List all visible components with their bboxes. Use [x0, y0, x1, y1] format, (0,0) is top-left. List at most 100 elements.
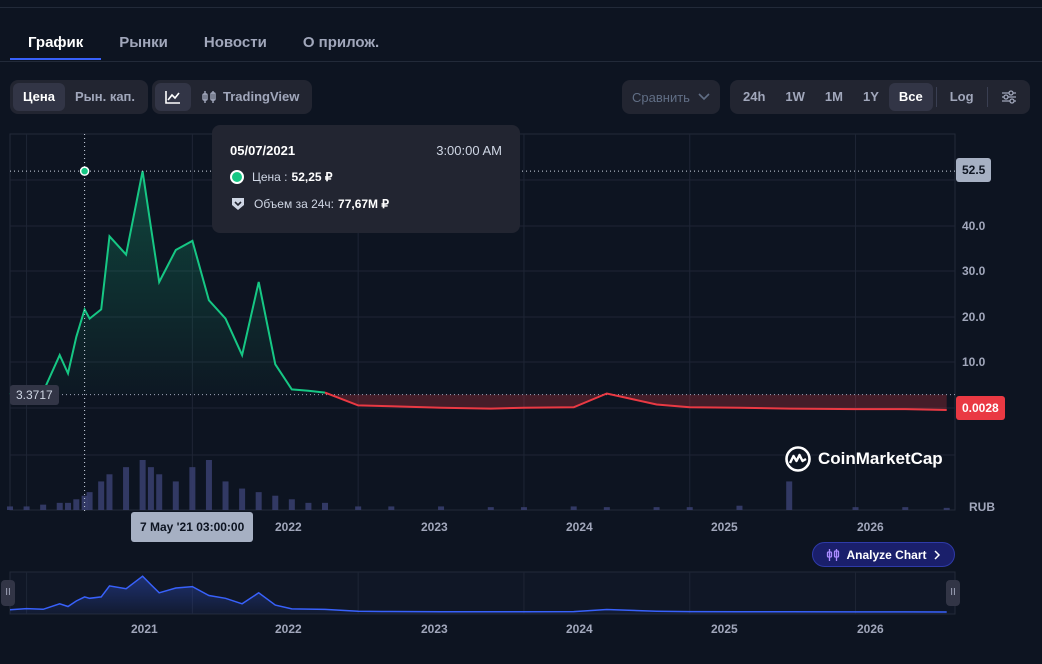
price-area-down	[325, 392, 947, 410]
volume-bar	[305, 502, 312, 510]
baseline-price-badge: 3.3717	[10, 385, 59, 405]
volume-bar	[736, 505, 743, 510]
tab-markets[interactable]: Рынки	[119, 34, 168, 51]
navigator-tick-label: 2021	[131, 622, 158, 636]
currency-label: RUB	[969, 500, 995, 514]
range-divider	[935, 87, 937, 107]
volume-bar	[288, 499, 295, 510]
price-dot-icon	[230, 170, 244, 184]
volume-bar	[222, 481, 229, 510]
volume-icon	[232, 198, 244, 210]
volume-bar	[23, 506, 30, 510]
tooltip-volume-value: 77,67M ₽	[338, 197, 390, 211]
tab-news[interactable]: Новости	[203, 34, 267, 51]
navigator-line	[9, 575, 947, 613]
candlestick-icon	[202, 91, 216, 103]
x-tick-label: 2025	[711, 520, 738, 534]
main-tabs: График Рынки Новости О прилож.	[10, 26, 397, 62]
volume-bar	[686, 507, 693, 510]
analyze-chart-button[interactable]: Analyze Chart	[812, 542, 955, 567]
watermark-text: CoinMarketCap	[818, 449, 943, 468]
volume-bar	[189, 467, 196, 510]
x-tick-label: 2024	[566, 520, 593, 534]
volume-bar	[7, 506, 13, 510]
range-all-button[interactable]: Все	[888, 83, 933, 111]
navigator[interactable]	[9, 571, 956, 615]
crosshair-date-badge: 7 May '21 03:00:00	[131, 512, 254, 542]
volume-bar	[172, 481, 179, 510]
navigator-tick-label: 2026	[857, 622, 884, 636]
volume-bar	[570, 506, 577, 510]
price-line-down	[324, 391, 947, 411]
volume-bar	[852, 507, 859, 510]
market-cap-toggle-button[interactable]: Рын. кап.	[74, 89, 136, 104]
chevron-right-icon	[933, 549, 940, 560]
tabs-divider	[0, 61, 1042, 62]
volume-bar	[123, 467, 130, 510]
x-tick-label: 2022	[275, 520, 302, 534]
tradingview-label: TradingView	[223, 89, 300, 104]
volume-bar	[520, 507, 527, 510]
tooltip-price-value: 52,25 ₽	[291, 170, 333, 184]
tooltip-price-label: Цена :	[252, 170, 288, 184]
settings-sliders-icon	[1001, 90, 1016, 104]
metric-toggle: Цена Рын. кап.	[10, 80, 149, 114]
tab-about[interactable]: О прилож.	[302, 34, 380, 51]
tooltip-date: 05/07/2021	[230, 143, 296, 158]
volume-bar	[205, 460, 212, 510]
current-price-badge: 0.0028	[956, 396, 1005, 420]
tooltip-volume-label: Объем за 24ч:	[254, 197, 335, 211]
range-24h-button[interactable]: 24h	[743, 89, 766, 104]
volume-bar	[786, 481, 793, 510]
volume-bar	[322, 502, 328, 510]
volume-bar	[943, 507, 950, 510]
tooltip-time: 3:00:00 AM	[436, 143, 502, 158]
navigator-left-handle[interactable]: II	[1, 580, 15, 606]
volume-bar	[255, 492, 262, 510]
volume-bar	[56, 502, 63, 510]
range-divider	[986, 87, 988, 107]
volume-bar	[147, 467, 154, 510]
volume-bar	[355, 506, 362, 510]
volume-bar	[239, 488, 246, 510]
line-chart-button[interactable]	[155, 83, 191, 111]
crosshair-point	[79, 166, 90, 176]
crosshair-price-badge: 52.5	[956, 158, 992, 182]
volume-bar	[388, 506, 395, 510]
price-toggle-button[interactable]: Цена	[13, 83, 65, 111]
volume-bar	[487, 507, 494, 510]
volume-bar	[438, 506, 445, 510]
chart-settings-button[interactable]	[991, 83, 1027, 111]
price-line-up	[9, 170, 326, 396]
analyze-candles-icon	[827, 548, 840, 561]
range-selector: 24h 1W 1M 1Y Все Log	[730, 80, 1030, 114]
y-tick-label: 30.0	[962, 264, 986, 278]
coinmarketcap-logo-icon	[785, 446, 811, 472]
volume-bar	[73, 499, 80, 510]
tab-chart[interactable]: График	[10, 26, 102, 60]
navigator-tick-label: 2025	[711, 622, 738, 636]
volume-bars	[7, 460, 950, 510]
range-1m-button[interactable]: 1M	[824, 89, 843, 104]
navigator-tick-label: 2023	[421, 622, 448, 636]
volume-bar	[106, 474, 113, 510]
range-1w-button[interactable]: 1W	[785, 89, 805, 104]
coinmarketcap-watermark: CoinMarketCap	[784, 445, 943, 473]
volume-bar	[653, 507, 660, 510]
log-scale-button[interactable]: Log	[949, 89, 974, 104]
compare-dropdown[interactable]: Сравнить	[622, 80, 720, 114]
volume-bar	[603, 507, 610, 510]
navigator-right-handle[interactable]: II	[946, 580, 960, 606]
volume-bar	[139, 460, 146, 510]
y-tick-label: 10.0	[962, 355, 986, 369]
chart-tooltip: 05/07/2021 3:00:00 AM Цена : 52,25 ₽ Объ…	[212, 125, 520, 233]
line-chart-icon	[165, 91, 180, 104]
volume-bar	[65, 502, 72, 510]
volume-bar	[156, 474, 163, 510]
tradingview-button[interactable]: TradingView	[191, 83, 309, 111]
range-1y-button[interactable]: 1Y	[862, 89, 879, 104]
navigator-tick-label: 2022	[275, 622, 302, 636]
x-tick-label: 2026	[857, 520, 884, 534]
analyze-chart-label: Analyze Chart	[846, 547, 927, 562]
